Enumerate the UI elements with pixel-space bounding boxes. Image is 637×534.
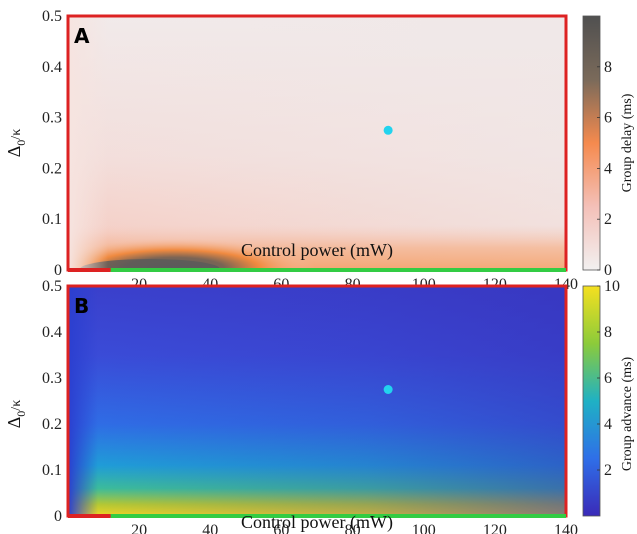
panel-letter-a: A	[74, 24, 90, 48]
colorbar-label-b: Group advance (ms)	[620, 357, 635, 472]
x-tick-label: 20	[131, 522, 147, 534]
y-tick-label: 0.5	[42, 278, 62, 295]
y-axis-label-a: Δ0/κ	[4, 129, 28, 158]
x-ticks-b: 20 40 60 80 100 120 140	[131, 522, 578, 534]
y-tick-label: 0.2	[42, 416, 62, 433]
operating-point-a	[383, 125, 393, 135]
y-tick-label: 0	[54, 508, 62, 525]
panel-letter-b: B	[74, 294, 89, 318]
y-axis-label-b: Δ0/κ	[4, 400, 28, 429]
colorbar-tick-label: 8	[604, 324, 612, 341]
colorbar-tick-label: 2	[604, 462, 612, 479]
y-tick-label: 0.3	[42, 110, 62, 127]
y-ticks-a: 0 0.1 0.2 0.3 0.4 0.5	[42, 8, 62, 279]
x-tick-label: 60	[273, 522, 289, 534]
heatmap-a	[68, 16, 566, 270]
colorbar-tick-label: 0	[604, 262, 612, 279]
colorbar-tick-label: 8	[604, 59, 612, 76]
operating-point-b	[383, 385, 393, 394]
colorbar-ticks-a: 0 2 4 6 8	[597, 59, 612, 279]
colorbar-tick-label: 2	[604, 211, 612, 228]
x-tick-label: 120	[483, 522, 507, 534]
colorbar-ticks-b: 2 4 6 8 10	[597, 278, 620, 479]
x-tick-label: 100	[412, 522, 436, 534]
y-tick-label: 0.4	[42, 59, 62, 76]
panel-b: B 20 40 60 80 100 120 140 0 0.1 0.2 0.3 0.4 0.5 Con…	[4, 278, 635, 534]
colorbar-tick-label: 4	[604, 160, 612, 177]
x-axis-label-a: Control power (mW)	[241, 240, 393, 261]
panel-a: A 20 40 60 80 100 120 140 00.10.20.30.40.5 Con…	[4, 8, 635, 293]
y-tick-label: 0.4	[42, 324, 62, 341]
y-tick-label: 0	[54, 262, 62, 279]
x-axis-label-b: Control power (mW)	[241, 512, 393, 533]
heatmap-b	[68, 286, 566, 516]
y-tick-label: 0.1	[42, 462, 62, 479]
x-tick-label: 80	[345, 522, 361, 534]
x-tick-label: 140	[554, 522, 578, 534]
colorbar-tick-label: 4	[604, 416, 612, 433]
colorbar-tick-label: 6	[604, 370, 612, 387]
y-tick-label: 0.3	[42, 370, 62, 387]
colorbar-tick-label: 6	[604, 110, 612, 127]
x-tick-label: 40	[202, 522, 218, 534]
y-ticks-b: 0 0.1 0.2 0.3 0.4 0.5	[42, 278, 62, 525]
y-tick-label: 0.5	[42, 8, 62, 25]
colorbar-tick-label: 10	[604, 278, 620, 295]
colorbar-a	[582, 15, 601, 271]
y-tick-label: 0.2	[42, 160, 62, 177]
colorbar-label-a: Group delay (ms)	[620, 93, 635, 192]
colorbar-b	[582, 285, 601, 517]
y-tick-label: 0.1	[42, 211, 62, 228]
